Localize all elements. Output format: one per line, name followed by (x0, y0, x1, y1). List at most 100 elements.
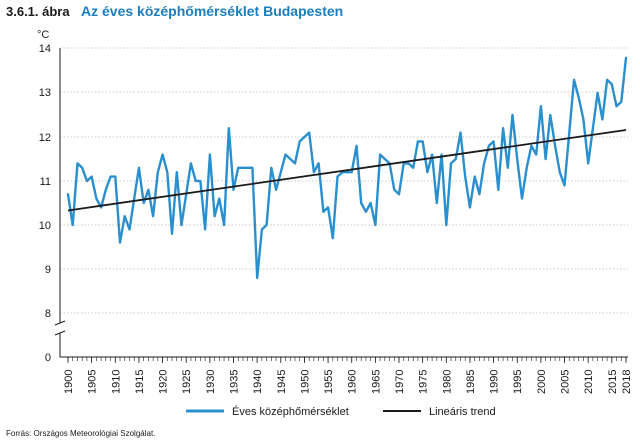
y-axis-ticks: 0 8 9 10 11 12 13 14 (39, 43, 51, 364)
data-point (180, 224, 183, 226)
data-point (171, 233, 173, 235)
data-point (332, 237, 334, 239)
data-point (336, 176, 339, 178)
data-point (91, 176, 93, 178)
data-point (535, 154, 537, 156)
data-point (511, 114, 514, 116)
data-point (426, 171, 428, 173)
data-point (119, 242, 121, 244)
source-note: Forrás: Országos Meteorológiai Szolgálat… (6, 429, 155, 438)
data-point (232, 189, 235, 191)
data-point (488, 145, 490, 147)
y-tick-label: 9 (45, 264, 51, 276)
data-point (384, 158, 386, 160)
x-tick-label: 1905 (87, 370, 99, 394)
data-point (157, 171, 159, 173)
data-point (138, 167, 140, 169)
data-point (403, 162, 405, 164)
data-point (237, 167, 239, 169)
data-point (554, 145, 556, 147)
data-point (313, 171, 315, 173)
data-point (445, 224, 447, 226)
data-point (284, 154, 287, 156)
x-tick-label: 1910 (110, 370, 122, 394)
data-point (95, 198, 97, 200)
data-point (592, 127, 594, 129)
data-point (573, 79, 575, 81)
data-point (540, 105, 542, 107)
y-tick-label: 14 (39, 43, 51, 55)
data-point (478, 193, 480, 195)
x-tick-label: 1995 (512, 370, 524, 394)
x-tick-label: 2000 (536, 370, 548, 394)
y-tick-label: 10 (39, 220, 51, 232)
y-tick-label: 13 (39, 87, 51, 99)
axis-break-mark (54, 330, 66, 336)
data-point (294, 162, 296, 164)
data-point (100, 206, 102, 208)
data-point (280, 171, 282, 173)
data-point (162, 154, 164, 156)
legend-label-linearis-trend: Lineáris trend (429, 406, 496, 418)
data-point (152, 215, 154, 217)
data-point (549, 114, 551, 116)
x-axis-ticks: 1900 1905 1910 1915 1920 1925 1930 1935 1940 1945… (63, 357, 633, 394)
data-point (318, 162, 320, 164)
data-point (464, 176, 466, 178)
data-point (436, 202, 438, 204)
data-point (578, 96, 580, 98)
data-point (559, 171, 561, 173)
data-point (582, 118, 585, 120)
legend-label-eves-kozephomerseklet: Éves középhőmérséklet (232, 405, 349, 418)
data-point (199, 180, 201, 182)
x-tick-label: 2010 (583, 370, 595, 394)
data-point (620, 101, 622, 103)
data-point (105, 189, 107, 191)
data-point (166, 171, 168, 173)
x-tick-label: 1990 (489, 370, 501, 394)
data-point (483, 162, 485, 164)
data-point (497, 189, 499, 191)
data-point (303, 136, 305, 138)
data-point (393, 189, 395, 191)
data-point (299, 140, 301, 142)
data-point (441, 154, 443, 156)
data-point (190, 162, 192, 164)
x-tick-label: 2015 (607, 370, 619, 394)
data-point (67, 193, 69, 195)
data-point (412, 167, 414, 169)
data-point (289, 158, 291, 160)
data-point (218, 198, 220, 200)
data-point (256, 277, 258, 279)
x-tick-label: 2018 (621, 370, 633, 394)
data-point (563, 184, 566, 186)
x-tick-label: 2005 (560, 370, 572, 394)
data-point (124, 215, 126, 217)
data-point (247, 167, 249, 169)
x-tick-label: 1960 (347, 370, 359, 394)
legend: Éves középhőmérséklet Lineáris trend (186, 405, 496, 418)
x-tick-label: 1970 (394, 370, 406, 394)
data-point (360, 202, 362, 204)
data-point (502, 127, 504, 129)
data-point (568, 132, 570, 134)
data-point (530, 145, 533, 147)
x-tick-label: 1975 (418, 370, 430, 394)
data-point (516, 158, 518, 160)
data-point (370, 202, 372, 204)
data-point (601, 118, 604, 120)
data-point (251, 167, 253, 169)
y-axis-unit-label: °C (37, 29, 49, 41)
data-point (327, 206, 329, 208)
x-tick-label: 1900 (63, 370, 75, 394)
data-point (625, 57, 627, 59)
data-point (611, 83, 613, 85)
data-point (242, 167, 244, 169)
data-point (128, 228, 131, 230)
figure-number: 3.6.1. ábra (6, 4, 70, 19)
data-point (615, 105, 618, 107)
data-point (379, 154, 381, 156)
data-point (351, 171, 353, 173)
data-point (341, 171, 343, 173)
